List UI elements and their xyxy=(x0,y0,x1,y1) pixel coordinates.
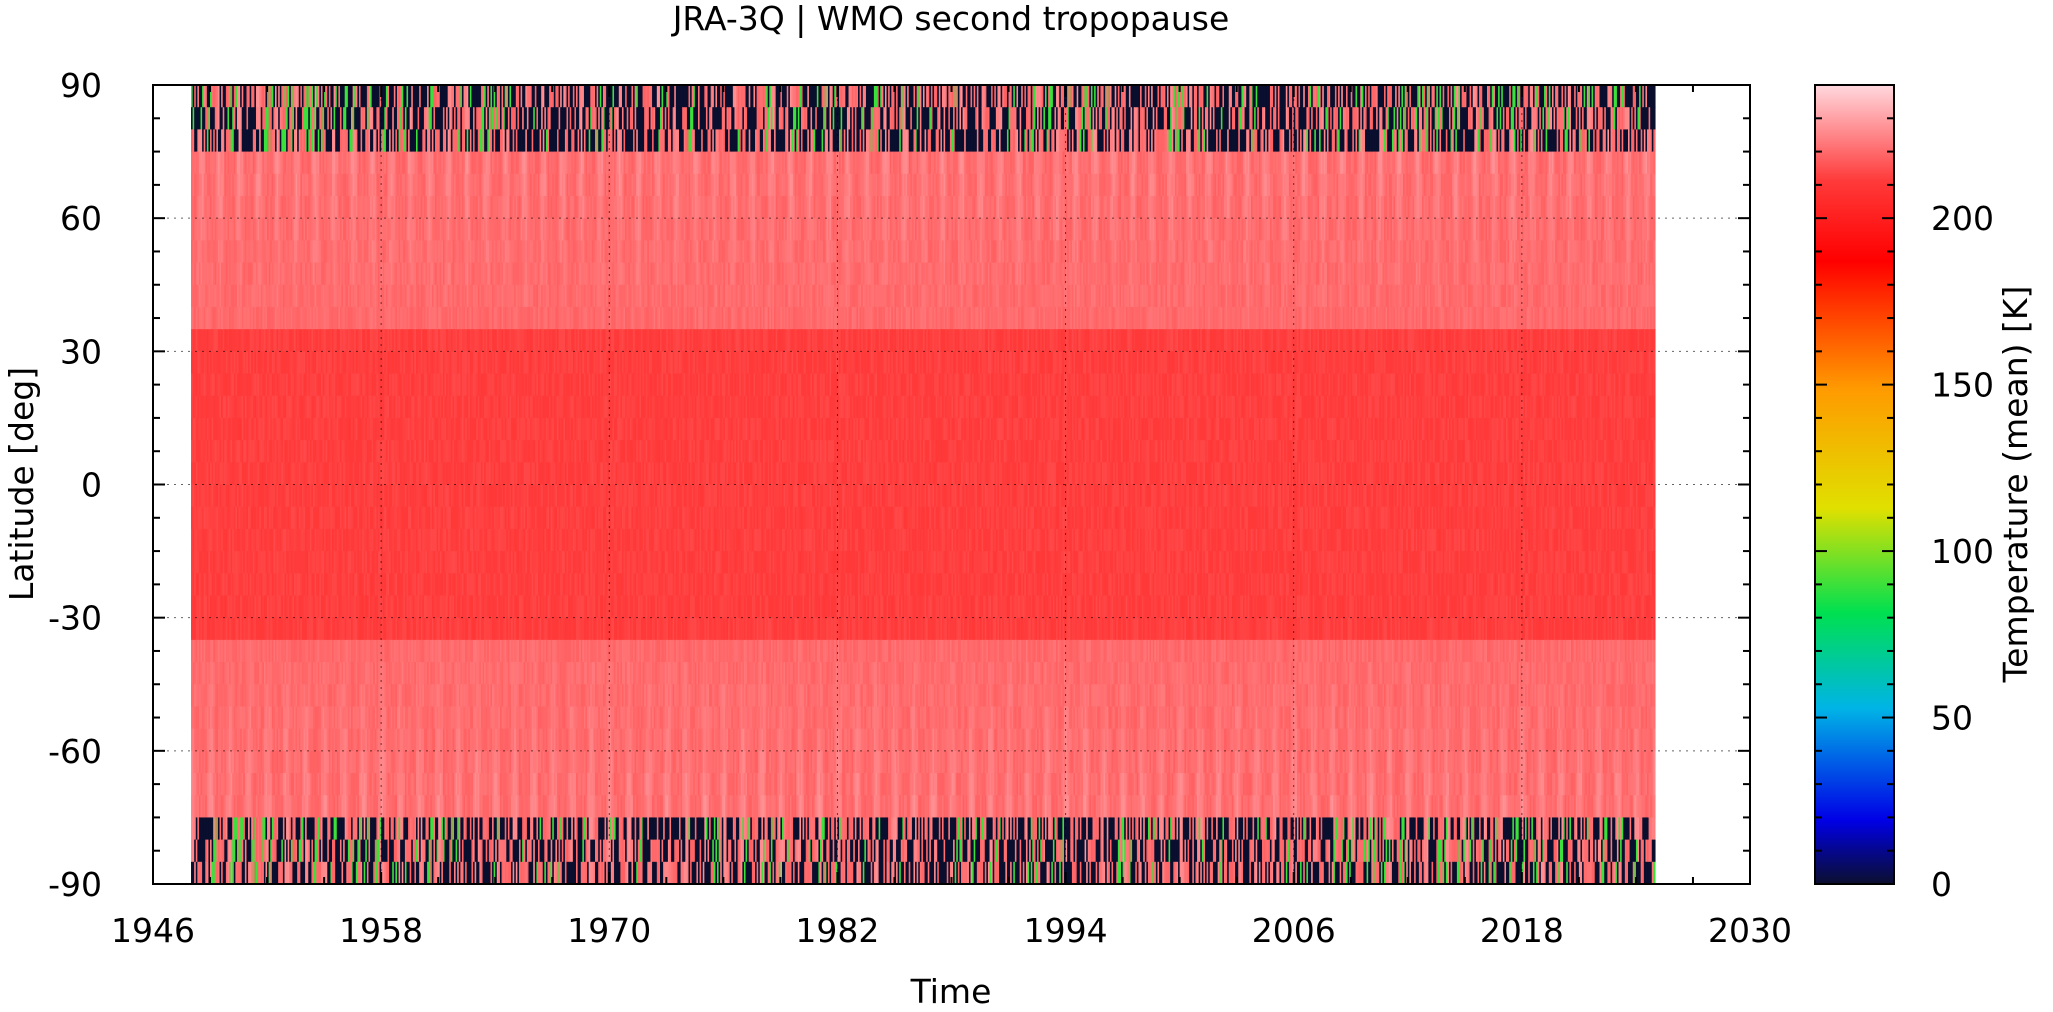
chart-title: JRA-3Q | WMO second tropopause xyxy=(671,0,1230,38)
